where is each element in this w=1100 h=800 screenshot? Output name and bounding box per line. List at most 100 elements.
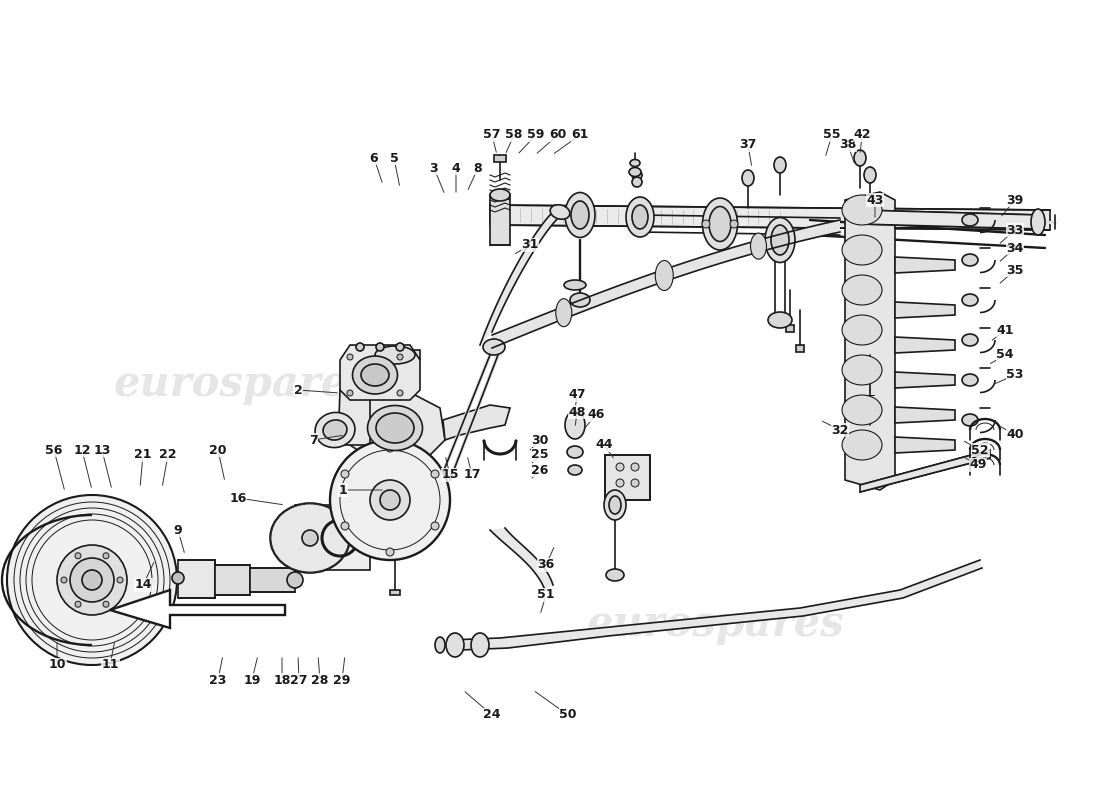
Circle shape	[60, 577, 67, 583]
Ellipse shape	[742, 170, 754, 186]
Polygon shape	[895, 302, 955, 318]
Ellipse shape	[842, 275, 882, 305]
Text: 19: 19	[243, 674, 261, 686]
Ellipse shape	[446, 633, 464, 657]
Text: 29: 29	[333, 674, 351, 686]
Polygon shape	[490, 205, 1050, 230]
Text: eurospares: eurospares	[586, 603, 844, 645]
Ellipse shape	[361, 364, 389, 386]
Ellipse shape	[703, 198, 737, 250]
Ellipse shape	[604, 490, 626, 520]
Text: 42: 42	[854, 129, 871, 142]
Ellipse shape	[842, 430, 882, 460]
Ellipse shape	[629, 167, 641, 177]
Ellipse shape	[962, 214, 978, 226]
Circle shape	[75, 602, 81, 607]
Ellipse shape	[962, 254, 978, 266]
Text: 58: 58	[505, 129, 522, 142]
Text: 44: 44	[595, 438, 613, 451]
Text: 39: 39	[1006, 194, 1024, 206]
Ellipse shape	[962, 374, 978, 386]
Text: eurospares: eurospares	[113, 363, 371, 405]
Text: 24: 24	[483, 709, 500, 722]
Text: 23: 23	[209, 674, 227, 686]
Text: 25: 25	[531, 449, 549, 462]
Text: 16: 16	[229, 491, 246, 505]
Circle shape	[57, 545, 126, 615]
Ellipse shape	[774, 157, 786, 173]
Ellipse shape	[571, 201, 588, 229]
Ellipse shape	[550, 205, 570, 219]
Text: 6: 6	[370, 151, 378, 165]
Text: 21: 21	[134, 449, 152, 462]
Polygon shape	[494, 155, 506, 162]
Circle shape	[117, 577, 123, 583]
Polygon shape	[338, 390, 370, 445]
Text: 10: 10	[48, 658, 66, 671]
Ellipse shape	[632, 205, 648, 229]
Circle shape	[376, 343, 384, 351]
Polygon shape	[895, 337, 955, 353]
Polygon shape	[450, 560, 982, 650]
Text: 56: 56	[45, 443, 63, 457]
Polygon shape	[490, 528, 553, 590]
Text: 49: 49	[969, 458, 987, 471]
Ellipse shape	[630, 159, 640, 166]
Text: 46: 46	[587, 409, 605, 422]
Ellipse shape	[352, 356, 397, 394]
Polygon shape	[214, 565, 250, 595]
Ellipse shape	[842, 395, 882, 425]
Text: 43: 43	[867, 194, 883, 206]
Ellipse shape	[315, 413, 355, 447]
Circle shape	[397, 390, 403, 396]
Circle shape	[370, 480, 410, 520]
Polygon shape	[480, 208, 562, 345]
Text: 53: 53	[1006, 369, 1024, 382]
Ellipse shape	[434, 637, 446, 653]
Polygon shape	[786, 325, 794, 332]
Text: 27: 27	[290, 674, 308, 686]
Text: 20: 20	[209, 443, 227, 457]
Polygon shape	[895, 437, 955, 453]
Ellipse shape	[606, 569, 624, 581]
Text: 54: 54	[997, 349, 1014, 362]
Ellipse shape	[565, 411, 585, 439]
Circle shape	[386, 548, 394, 556]
Text: 50: 50	[559, 709, 576, 722]
Circle shape	[431, 470, 439, 478]
Text: 5: 5	[389, 151, 398, 165]
Text: 15: 15	[441, 469, 459, 482]
Polygon shape	[490, 195, 510, 245]
Polygon shape	[370, 350, 420, 360]
Circle shape	[616, 479, 624, 487]
Ellipse shape	[710, 206, 732, 242]
Circle shape	[356, 343, 364, 351]
Polygon shape	[860, 210, 1040, 229]
Ellipse shape	[609, 496, 622, 514]
Circle shape	[396, 343, 404, 351]
Ellipse shape	[750, 233, 767, 259]
Ellipse shape	[564, 280, 586, 290]
Text: 38: 38	[839, 138, 857, 151]
Ellipse shape	[656, 261, 673, 290]
Circle shape	[82, 570, 102, 590]
Polygon shape	[360, 480, 379, 520]
Polygon shape	[250, 568, 295, 592]
Ellipse shape	[490, 189, 510, 201]
Polygon shape	[605, 455, 650, 500]
Circle shape	[730, 220, 738, 228]
Text: 13: 13	[94, 443, 111, 457]
Polygon shape	[350, 395, 446, 460]
Text: 22: 22	[160, 449, 177, 462]
Ellipse shape	[962, 294, 978, 306]
Polygon shape	[895, 407, 955, 423]
Polygon shape	[845, 192, 895, 490]
Polygon shape	[340, 345, 420, 400]
Text: 14: 14	[134, 578, 152, 591]
Ellipse shape	[864, 167, 876, 183]
Ellipse shape	[842, 235, 882, 265]
Polygon shape	[295, 505, 370, 570]
Ellipse shape	[842, 195, 882, 225]
Ellipse shape	[323, 420, 346, 440]
Text: 11: 11	[101, 658, 119, 671]
